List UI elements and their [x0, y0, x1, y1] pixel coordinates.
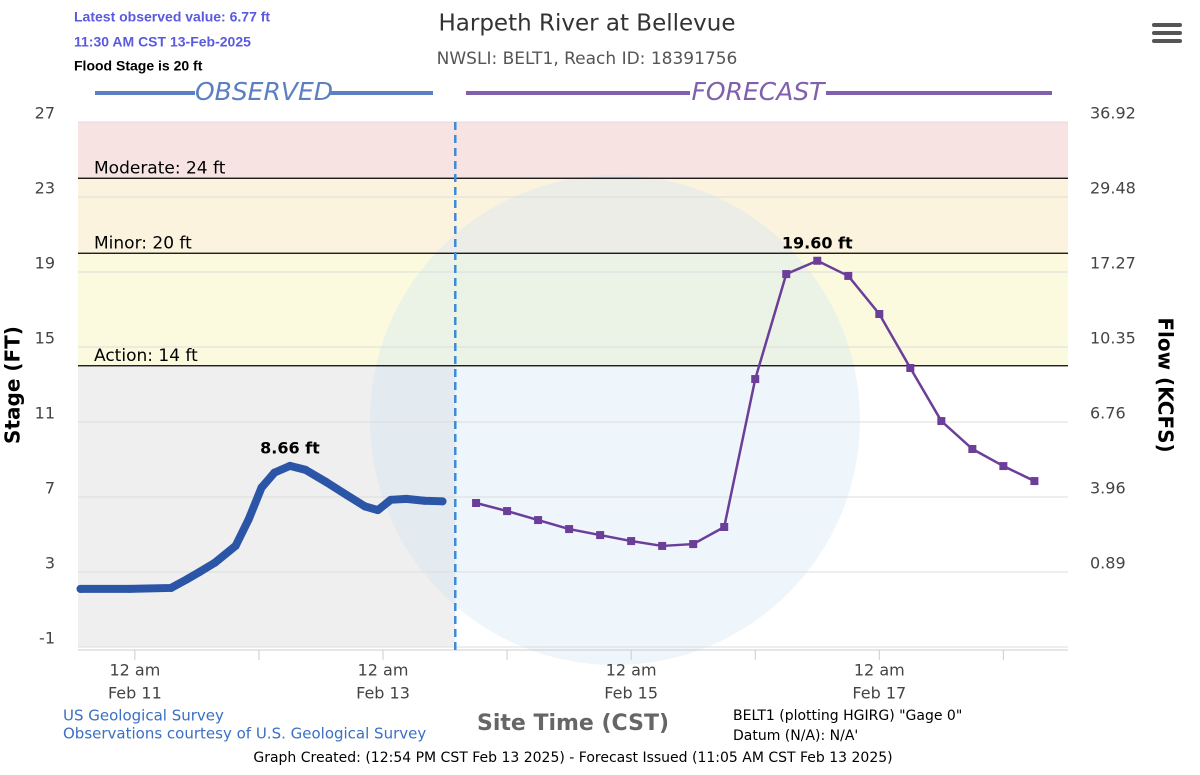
threshold-label: Action: 14 ft — [94, 346, 198, 366]
y2-tick-label: 6.76 — [1090, 404, 1126, 423]
source-note: Observations courtesy of U.S. Geological… — [63, 725, 426, 743]
data-point — [438, 497, 447, 506]
y-tick-label: 7 — [45, 479, 55, 498]
data-point — [596, 531, 605, 540]
data-label: 19.60 ft — [782, 233, 853, 252]
data-point — [968, 445, 977, 453]
menu-bar[interactable] — [1152, 23, 1182, 27]
observed-label: OBSERVED — [195, 77, 333, 106]
source: US Geological Survey — [63, 707, 224, 725]
data-point — [751, 375, 760, 384]
data-point — [813, 256, 822, 265]
data-point — [386, 495, 395, 504]
data-point — [210, 558, 219, 567]
x-tick-label: 12 am — [606, 661, 657, 680]
chart-title: Harpeth River at Bellevue — [438, 11, 735, 37]
info-flood: Flood Stage is 20 ft — [74, 58, 203, 74]
info-value: Latest observed value: 6.77 ft — [74, 9, 270, 25]
data-point — [720, 523, 729, 531]
flood-band — [78, 178, 1068, 254]
x-tick-label: Feb 13 — [356, 684, 410, 703]
data-point — [689, 540, 698, 549]
info-time: 11:30 AM CST 13-Feb-2025 — [74, 34, 251, 50]
x-axis-label: Site Time (CST) — [477, 711, 669, 736]
data-point — [503, 507, 512, 516]
menu-bar[interactable] — [1152, 31, 1182, 35]
data-point — [231, 541, 240, 550]
menu-bar[interactable] — [1152, 39, 1182, 43]
data-point — [782, 270, 791, 279]
forecast-label: FORECAST — [692, 77, 827, 106]
y-tick-label: 15 — [35, 329, 55, 348]
flood-band — [78, 122, 1068, 179]
data-point — [360, 502, 369, 511]
data-point — [244, 515, 253, 524]
data-point — [627, 537, 636, 546]
data-point — [402, 494, 411, 503]
datum-note: Datum (N/A): N/A' — [733, 728, 858, 744]
data-point — [342, 491, 351, 500]
data-point — [658, 541, 667, 550]
data-point — [167, 583, 176, 592]
data-point — [565, 525, 574, 534]
data-point — [844, 271, 853, 280]
below-action-band — [78, 365, 456, 647]
x-tick-label: 12 am — [109, 661, 160, 680]
data-point — [420, 496, 429, 505]
data-point — [125, 584, 134, 593]
data-point — [182, 575, 191, 584]
data-point — [285, 461, 294, 470]
menu-button[interactable] — [1152, 23, 1182, 43]
data-point — [999, 462, 1008, 471]
y-axis-label: Stage (FT) — [1, 326, 25, 444]
data-point — [1030, 477, 1039, 486]
data-point — [875, 310, 884, 318]
threshold-label: Minor: 20 ft — [94, 233, 192, 253]
y2-tick-label: 36.92 — [1090, 104, 1136, 123]
x-tick-label: Feb 17 — [852, 684, 906, 703]
y-tick-label: -1 — [39, 629, 55, 648]
y2-tick-label: 17.27 — [1090, 254, 1136, 273]
grid: -1 3 0.89 7 3.96 11 6.76 15 10.35 19 17.27 23 29.48 2… — [35, 104, 1136, 703]
data-point — [195, 568, 204, 576]
y2-axis-label: Flow (KCFS) — [1154, 317, 1178, 452]
data-point — [76, 584, 85, 593]
x-tick-label: Feb 15 — [604, 684, 658, 703]
footer: Graph Created: (12:54 PM CST Feb 13 2025… — [253, 750, 892, 766]
watermark — [370, 175, 860, 665]
x-tick-label: 12 am — [358, 661, 409, 680]
y-tick-label: 23 — [35, 179, 55, 198]
y2-tick-label: 0.89 — [1090, 554, 1126, 573]
y-tick-label: 11 — [35, 404, 55, 423]
data-point — [534, 516, 543, 525]
data-point — [301, 465, 310, 474]
threshold-label: Moderate: 24 ft — [94, 158, 226, 178]
y-tick-label: 3 — [45, 554, 55, 573]
x-tick-label: Feb 11 — [108, 684, 162, 703]
y2-tick-label: 29.48 — [1090, 179, 1136, 198]
data-point — [472, 499, 481, 507]
data-point — [270, 468, 279, 477]
y2-tick-label: 3.96 — [1090, 479, 1126, 498]
data-label: 8.66 ft — [260, 438, 320, 457]
gage-note: BELT1 (plotting HGIRG) "Gage 0" — [733, 708, 962, 724]
y2-tick-label: 10.35 — [1090, 329, 1136, 348]
x-tick-label: 12 am — [854, 661, 905, 680]
data-point — [257, 483, 266, 492]
marks: 8.66 ft 19.60 ft — [76, 233, 1039, 593]
data-point — [906, 364, 915, 372]
y-tick-label: 27 — [35, 104, 55, 123]
data-point — [373, 506, 382, 515]
data-point — [937, 417, 946, 426]
chart-subtitle: NWSLI: BELT1, Reach ID: 18391756 — [437, 49, 738, 69]
data-point — [322, 478, 331, 486]
y-tick-label: 19 — [35, 254, 55, 273]
